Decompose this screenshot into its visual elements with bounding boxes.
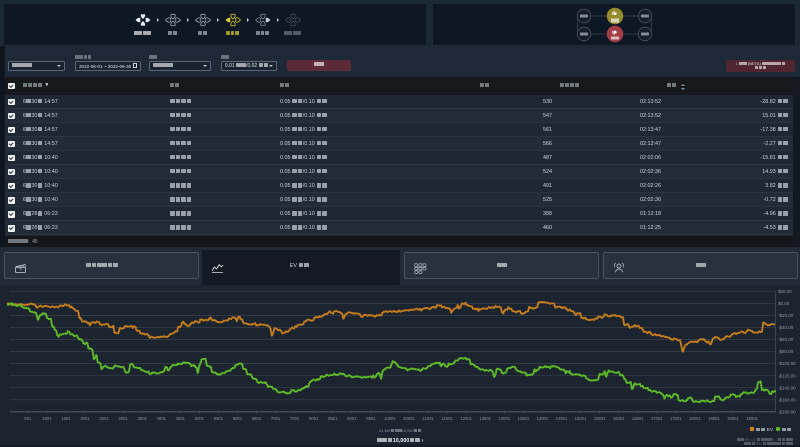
svg-text:10001: 10001 (384, 416, 396, 421)
svg-text:17501: 17501 (670, 416, 682, 421)
svg-text:12001: 12001 (460, 416, 472, 421)
svg-text:9501: 9501 (366, 416, 376, 421)
svg-text:2501: 2501 (99, 416, 109, 421)
svg-text:14001: 14001 (537, 416, 549, 421)
svg-text:12501: 12501 (479, 416, 491, 421)
svg-text:-$100.00: -$100.00 (778, 361, 796, 366)
svg-text:-$180.00: -$180.00 (778, 409, 796, 414)
svg-text:4501: 4501 (176, 416, 186, 421)
svg-text:16001: 16001 (613, 416, 625, 421)
svg-text:501: 501 (24, 416, 32, 421)
svg-text:9001: 9001 (347, 416, 357, 421)
svg-text:8001: 8001 (309, 416, 319, 421)
svg-text:7001: 7001 (271, 416, 281, 421)
svg-text:4001: 4001 (157, 416, 167, 421)
svg-text:11501: 11501 (441, 416, 453, 421)
svg-text:5501: 5501 (214, 416, 224, 421)
svg-text:11001: 11001 (422, 416, 434, 421)
svg-text:1501: 1501 (61, 416, 71, 421)
svg-text:17001: 17001 (651, 416, 663, 421)
svg-text:14501: 14501 (556, 416, 568, 421)
svg-text:16501: 16501 (632, 416, 644, 421)
svg-text:-$80.00: -$80.00 (778, 349, 794, 354)
svg-text:19001: 19001 (727, 416, 739, 421)
svg-text:13501: 13501 (518, 416, 530, 421)
svg-text:15501: 15501 (594, 416, 606, 421)
svg-text:10501: 10501 (403, 416, 415, 421)
svg-text:$0.00: $0.00 (778, 301, 790, 306)
svg-text:8501: 8501 (328, 416, 338, 421)
svg-text:13001: 13001 (498, 416, 510, 421)
svg-text:-$40.00: -$40.00 (778, 325, 794, 330)
svg-text:7501: 7501 (290, 416, 300, 421)
svg-text:2001: 2001 (80, 416, 90, 421)
svg-text:5001: 5001 (195, 416, 205, 421)
svg-text:19501: 19501 (746, 416, 758, 421)
svg-text:1001: 1001 (42, 416, 52, 421)
svg-text:3001: 3001 (118, 416, 128, 421)
svg-text:15001: 15001 (575, 416, 587, 421)
svg-text:3501: 3501 (138, 416, 148, 421)
svg-text:18501: 18501 (708, 416, 720, 421)
svg-text:$20.00: $20.00 (778, 289, 792, 294)
svg-text:-$20.00: -$20.00 (778, 313, 794, 318)
svg-text:-$120.00: -$120.00 (778, 373, 796, 378)
svg-text:-$140.00: -$140.00 (778, 385, 796, 390)
svg-text:6001: 6001 (233, 416, 243, 421)
svg-text:6501: 6501 (252, 416, 262, 421)
svg-text:-$60.00: -$60.00 (778, 337, 794, 342)
svg-text:-$160.00: -$160.00 (778, 397, 796, 402)
svg-text:18001: 18001 (689, 416, 701, 421)
